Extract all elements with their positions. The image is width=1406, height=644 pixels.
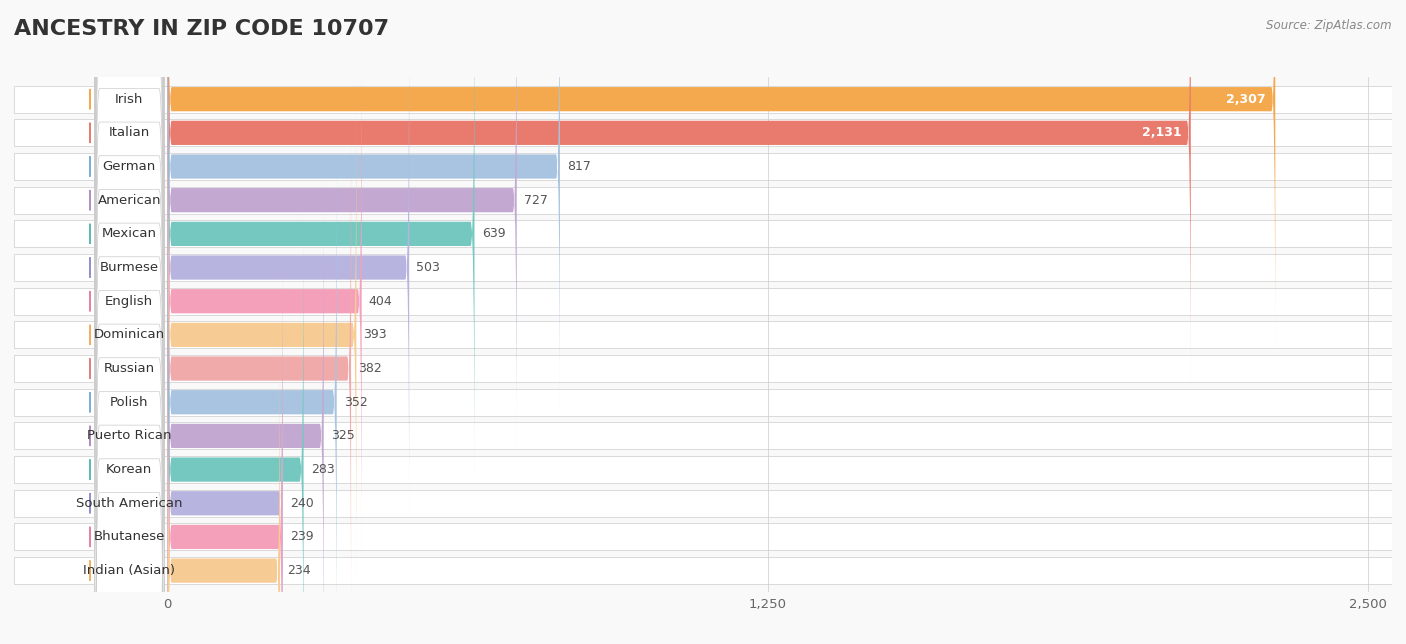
FancyBboxPatch shape [14,524,1392,551]
FancyBboxPatch shape [14,153,1392,180]
Text: 2,131: 2,131 [1142,126,1181,139]
Text: Indian (Asian): Indian (Asian) [83,564,176,577]
Text: Bhutanese: Bhutanese [94,531,165,544]
Text: Polish: Polish [110,395,149,409]
FancyBboxPatch shape [167,178,323,644]
Text: Russian: Russian [104,362,155,375]
FancyBboxPatch shape [94,245,165,644]
FancyBboxPatch shape [14,389,1392,415]
Text: South American: South American [76,497,183,510]
FancyBboxPatch shape [167,279,283,644]
FancyBboxPatch shape [94,278,165,644]
FancyBboxPatch shape [94,144,165,644]
Text: 817: 817 [567,160,591,173]
Text: 382: 382 [359,362,382,375]
FancyBboxPatch shape [14,321,1392,348]
FancyBboxPatch shape [167,44,361,558]
Text: 240: 240 [290,497,314,510]
FancyBboxPatch shape [167,0,1275,356]
Text: Burmese: Burmese [100,261,159,274]
Text: 283: 283 [311,463,335,476]
FancyBboxPatch shape [14,220,1392,247]
Text: Source: ZipAtlas.com: Source: ZipAtlas.com [1267,19,1392,32]
Text: 404: 404 [368,295,392,308]
FancyBboxPatch shape [14,490,1392,516]
Text: German: German [103,160,156,173]
FancyBboxPatch shape [14,119,1392,146]
FancyBboxPatch shape [14,456,1392,483]
FancyBboxPatch shape [14,86,1392,113]
Text: Dominican: Dominican [94,328,165,341]
FancyBboxPatch shape [167,213,304,644]
Text: American: American [97,194,162,207]
Text: Mexican: Mexican [101,227,157,240]
FancyBboxPatch shape [14,557,1392,584]
FancyBboxPatch shape [94,0,165,358]
Text: 393: 393 [364,328,387,341]
FancyBboxPatch shape [94,110,165,627]
FancyBboxPatch shape [14,355,1392,382]
FancyBboxPatch shape [94,43,165,560]
FancyBboxPatch shape [167,314,280,644]
Text: 503: 503 [416,261,440,274]
Text: 352: 352 [344,395,367,409]
FancyBboxPatch shape [94,177,165,644]
FancyBboxPatch shape [94,0,165,459]
Text: Korean: Korean [107,463,152,476]
FancyBboxPatch shape [14,187,1392,214]
FancyBboxPatch shape [94,0,165,493]
FancyBboxPatch shape [167,78,356,592]
FancyBboxPatch shape [14,422,1392,450]
Text: 234: 234 [287,564,311,577]
FancyBboxPatch shape [167,145,336,644]
Text: ANCESTRY IN ZIP CODE 10707: ANCESTRY IN ZIP CODE 10707 [14,19,389,39]
FancyBboxPatch shape [167,246,283,644]
FancyBboxPatch shape [94,0,165,425]
Text: Puerto Rican: Puerto Rican [87,430,172,442]
FancyBboxPatch shape [94,9,165,526]
FancyBboxPatch shape [167,0,560,424]
FancyBboxPatch shape [14,288,1392,315]
Text: Italian: Italian [108,126,150,139]
Text: 325: 325 [330,430,354,442]
FancyBboxPatch shape [167,0,474,491]
FancyBboxPatch shape [14,254,1392,281]
Text: 239: 239 [290,531,314,544]
Text: 639: 639 [482,227,505,240]
Text: Irish: Irish [115,93,143,106]
Text: 727: 727 [524,194,548,207]
FancyBboxPatch shape [94,211,165,644]
Text: 2,307: 2,307 [1226,93,1265,106]
FancyBboxPatch shape [167,0,1191,390]
FancyBboxPatch shape [167,0,517,457]
FancyBboxPatch shape [167,10,409,525]
FancyBboxPatch shape [94,0,165,392]
FancyBboxPatch shape [94,312,165,644]
FancyBboxPatch shape [167,111,352,626]
Text: English: English [105,295,153,308]
FancyBboxPatch shape [94,76,165,594]
